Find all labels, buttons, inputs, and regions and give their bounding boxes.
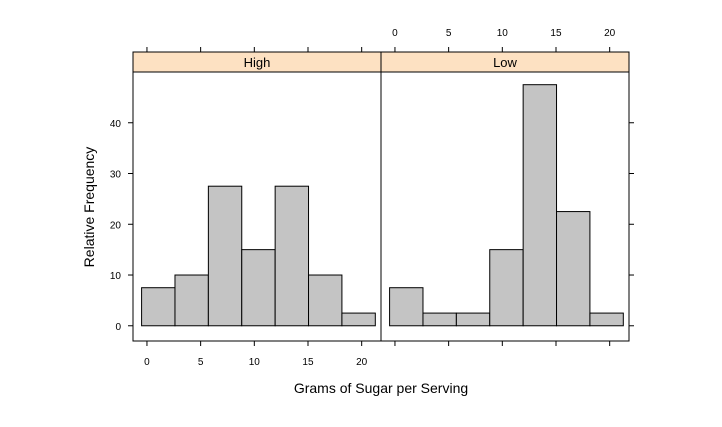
histogram-bar — [274, 185, 310, 327]
histogram-bar — [489, 249, 524, 327]
y-tick-label: 0 — [115, 322, 121, 333]
y-tick-label: 40 — [110, 119, 122, 130]
histogram-bar — [308, 274, 343, 327]
histogram-bar — [207, 185, 243, 327]
panel-low: Low 0 5 10 15 20 — [380, 28, 630, 346]
histogram-bar — [241, 249, 276, 327]
x-tick-label: 15 — [302, 357, 314, 368]
histogram-bar — [341, 312, 376, 327]
histogram-bar — [556, 211, 591, 327]
x-tick-label: 0 — [144, 357, 150, 368]
x-tick-label: 0 — [392, 28, 398, 39]
x-tick-label: 20 — [604, 28, 616, 39]
x-axis-title: Grams of Sugar per Serving — [294, 380, 468, 396]
x-tick-label: 15 — [550, 28, 562, 39]
histogram-bar — [522, 84, 558, 327]
histogram-bar — [174, 274, 209, 327]
x-tick-label: 5 — [198, 357, 204, 368]
y-tick-label: 20 — [110, 220, 122, 231]
histogram-bar — [589, 312, 624, 327]
histogram-bar — [455, 312, 491, 327]
histogram-bar — [141, 287, 176, 327]
x-tick-label: 20 — [356, 357, 368, 368]
x-tick-label: 5 — [446, 28, 452, 39]
strip-label-high: High — [244, 55, 271, 70]
x-tick-label: 10 — [249, 357, 261, 368]
x-tick-label: 10 — [497, 28, 509, 39]
panels-layer: High 0 5 10 15 20 Low 0 5 10 15 20 0 10 20 30 40 — [110, 28, 634, 368]
histogram-bar — [422, 312, 457, 327]
y-tick-label: 30 — [110, 170, 122, 181]
histogram-bar — [389, 287, 424, 327]
strip-label-low: Low — [493, 55, 517, 70]
panel-border — [380, 71, 630, 342]
y-axis-title: Relative Frequency — [81, 147, 97, 268]
panel-high: High 0 5 10 15 20 — [132, 47, 382, 368]
y-axis: 0 10 20 30 40 — [110, 119, 634, 333]
y-tick-label: 10 — [110, 271, 122, 282]
